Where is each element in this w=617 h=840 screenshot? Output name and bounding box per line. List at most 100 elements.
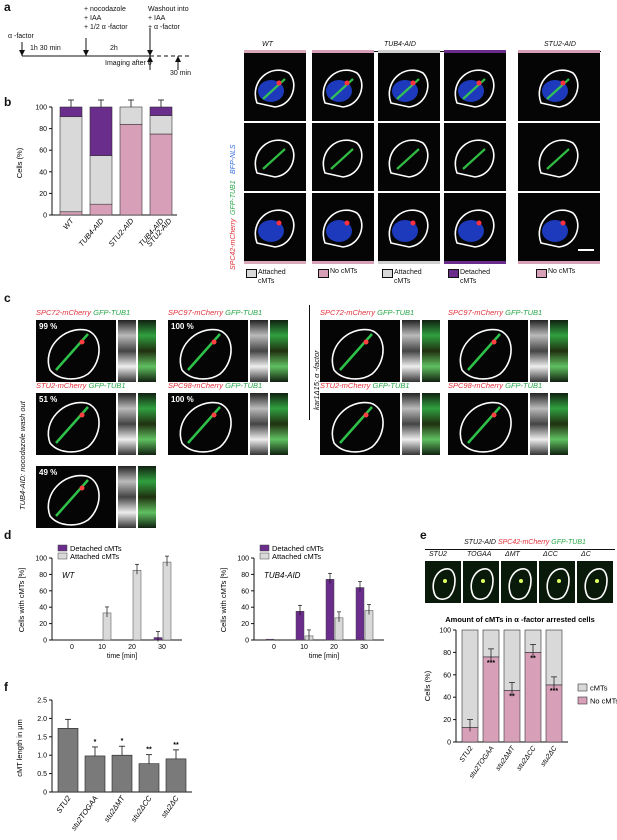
micro-c-tile-image xyxy=(179,401,232,453)
micro-c-spb xyxy=(79,339,85,345)
micro-c-green-label: GFP-TUB1 xyxy=(372,381,410,390)
chart-d2-title: TUB4-AID xyxy=(264,571,301,580)
micro-c-tile-8 xyxy=(448,393,528,455)
micro-a-tile-1-0 xyxy=(312,53,374,121)
panel-label-c: c xyxy=(4,291,11,305)
micro-a-nucleus xyxy=(542,220,568,242)
micro-c-green-label: GFP-TUB1 xyxy=(225,308,263,317)
micro-a-cell-outline xyxy=(538,69,579,108)
micro-c-tile-1: 100 % xyxy=(168,320,248,382)
chart-e-xtick-0: STU2 xyxy=(459,745,475,764)
chart-d1-xtick-0: 0 xyxy=(70,644,74,651)
chart-f-sig-2: * xyxy=(121,738,124,745)
chart-e-ytick-label-3: 60 xyxy=(443,672,451,679)
micro-e-header-spc42: SPC42-mCherry xyxy=(497,539,550,546)
micro-c-red-label: SPC97-mCherry xyxy=(448,308,506,317)
micro-e-cell-outline xyxy=(508,568,532,600)
legend-no-cmts-swatch-2 xyxy=(536,269,547,278)
micro-a-category-bar-1 xyxy=(312,261,374,264)
micro-c-spb xyxy=(79,412,85,418)
micro-c-green-label: GFP-TUB1 xyxy=(505,381,543,390)
micro-c-percent: 51 % xyxy=(39,395,58,404)
chart-b-bar-no_cmts-2 xyxy=(119,123,143,216)
micro-c-red-label: SPC98-mCherry xyxy=(168,381,226,390)
micro-c-microtubule xyxy=(339,333,373,371)
micro-a-category-topbar-4 xyxy=(518,50,600,53)
chart-f-ytick-label-5: 2.5 xyxy=(37,698,47,705)
micro-a-microtubule xyxy=(546,148,570,170)
micro-c-zoom-strip-5-0 xyxy=(402,320,420,382)
chart-d2-ytick-label-5: 100 xyxy=(237,556,249,563)
micro-c-red-label: SPC72-mCherry xyxy=(36,308,94,317)
legend-no-cmts-text: No cMTs xyxy=(330,268,358,275)
micro-c-microtubule xyxy=(467,406,501,444)
micro-a-cell-outline xyxy=(254,139,295,178)
micro-a-spb xyxy=(344,220,350,226)
panel-label-a: a xyxy=(4,0,11,14)
chart-b-xtick-1-0: TUB4-AID xyxy=(77,216,106,248)
micro-c-label-8: SPC98-mCherry GFP-TUB1 xyxy=(448,381,542,390)
micro-c-tile-3: 100 % xyxy=(168,393,248,455)
micro-a-tile-image xyxy=(454,69,495,108)
micro-c-tile-image xyxy=(47,401,100,453)
chart-d2-xtick-1: 10 xyxy=(300,644,308,651)
micro-a-spb xyxy=(410,80,416,86)
chart-d2-xtick-0: 0 xyxy=(272,644,276,651)
micro-c-label-1: SPC97-mCherry GFP-TUB1 xyxy=(168,308,262,317)
chart-e-ytick-label-0: 0 xyxy=(447,740,451,747)
timeline-end-label: 30 min xyxy=(170,70,192,77)
micro-c-tile-image xyxy=(331,401,384,453)
chart-f-ytick-label-1: 0.5 xyxy=(37,771,47,778)
chart-f-xtick-1: stu2TOGAA xyxy=(69,794,99,832)
legend-detached-text: Detached cMTs xyxy=(460,269,490,285)
legend-no-cmts-text-2: No cMTs xyxy=(548,268,576,275)
micro-e-spb xyxy=(557,579,561,583)
micro-a-microtubule xyxy=(262,148,286,170)
micro-a-category-bar-0 xyxy=(244,261,306,264)
micro-a-tile-3-2 xyxy=(444,193,506,261)
micro-c-red-label: STU2-mCherry xyxy=(36,381,89,390)
chart-f-bar-1 xyxy=(84,755,106,793)
micro-a-microtubule xyxy=(462,148,486,170)
timeline-imaging-label: Imaging after 0 xyxy=(105,60,152,67)
chart-e-ytick-label-2: 40 xyxy=(443,695,451,702)
chart-d1-title: WT xyxy=(62,571,76,580)
micro-e-tile-image xyxy=(432,568,456,600)
micro-c-zoom-strip-2-0 xyxy=(118,393,136,455)
chart-e-xtick-2: stu2ΔMT xyxy=(495,745,517,773)
micro-a-category-topbar-3 xyxy=(444,50,506,53)
chart-b-bar-detached-0 xyxy=(59,106,83,118)
micro-a-cell-outline xyxy=(388,139,429,178)
micro-e-header: STU2-AID SPC42-mCherry GFP-TUB1 xyxy=(435,539,615,546)
timeline-step2-alpha: + α -factor xyxy=(148,24,180,31)
micro-e-rule xyxy=(425,549,615,550)
micro-a-nucleus xyxy=(458,220,484,242)
chart-b-ytick-label-1: 20 xyxy=(39,191,47,198)
micro-c-tile-2: 51 % xyxy=(36,393,116,455)
chart-f-ytick-label-0: 0 xyxy=(43,790,47,797)
chart-f-xtick-0: STU2 xyxy=(54,793,73,815)
micro-c-spb xyxy=(491,339,497,345)
micro-a-tile-0-0 xyxy=(244,53,306,121)
micro-a-label-spc42: SPC42-mCherry xyxy=(230,218,237,270)
chart-f-sig-4: ** xyxy=(173,742,179,749)
chart-d2-ylabel: Cells with cMTs [%] xyxy=(219,568,228,633)
micro-c-green-label: GFP-TUB1 xyxy=(93,308,131,317)
legend-attached-text: Attached cMTs xyxy=(258,269,286,285)
micro-c-cell-outline xyxy=(459,328,512,380)
micro-c-spb xyxy=(211,339,217,345)
micro-a-tile-image xyxy=(254,139,295,178)
panel-label-f: f xyxy=(4,680,8,694)
micro-a-spb xyxy=(560,220,566,226)
micro-c-microtubule xyxy=(467,333,501,371)
chart-f-ytick-label-3: 1.5 xyxy=(37,734,47,741)
micro-c-zoom-strip-0-1 xyxy=(138,320,156,382)
micro-a-spb xyxy=(560,80,566,86)
micro-c-cell-outline xyxy=(331,401,384,453)
micro-c-tile-image xyxy=(331,328,384,380)
timeline-duration-2: 2h xyxy=(110,45,118,52)
chart-f-bar-3 xyxy=(138,763,160,793)
timeline-step2-iaa: + IAA xyxy=(148,15,166,22)
micro-a-cell-outline xyxy=(454,69,495,108)
